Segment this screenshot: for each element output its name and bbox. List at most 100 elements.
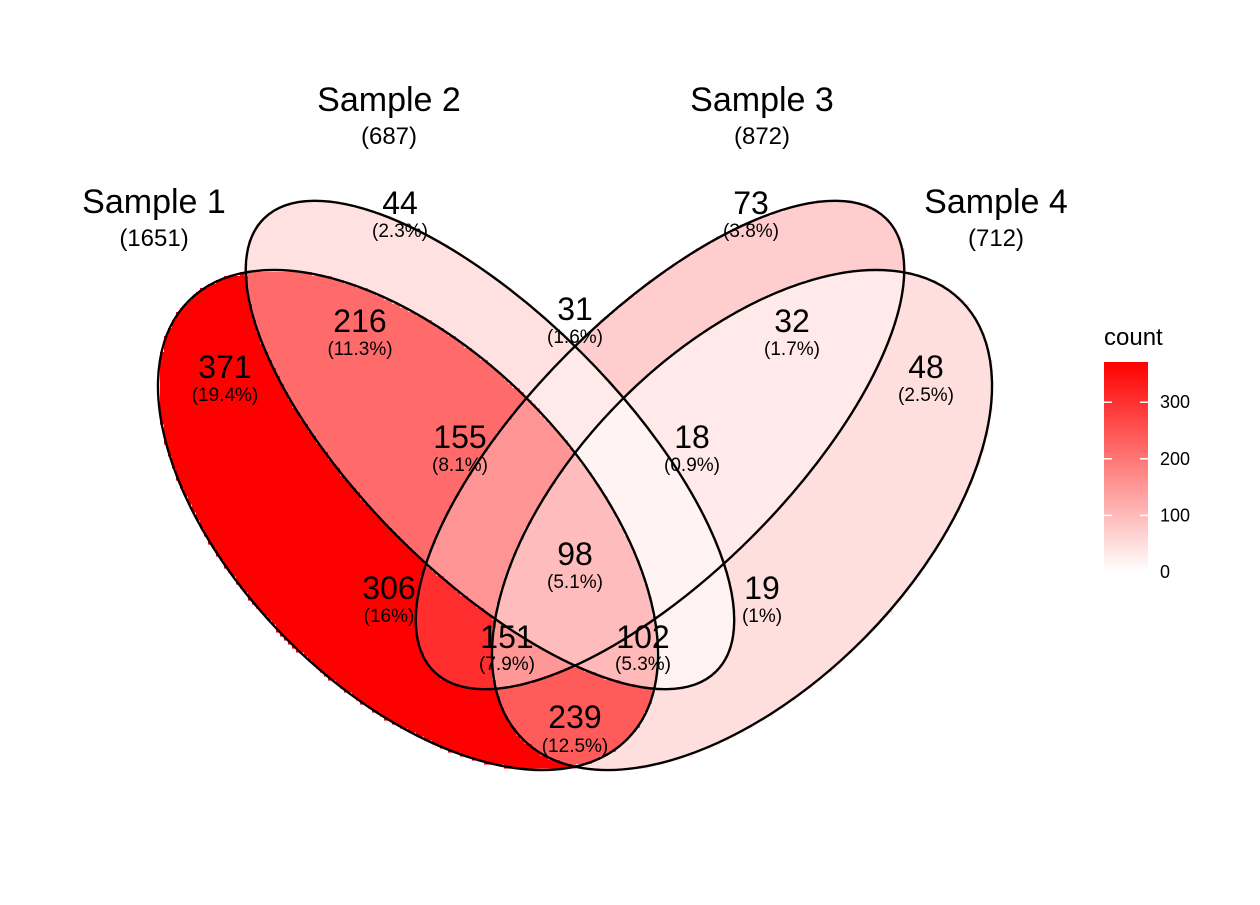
region-fill bbox=[668, 356, 881, 361]
region-fill bbox=[516, 728, 637, 733]
region-fill bbox=[416, 312, 541, 317]
region-fill bbox=[544, 376, 605, 381]
region-fill bbox=[256, 320, 433, 325]
region-fill bbox=[392, 300, 525, 305]
region-fill bbox=[244, 588, 421, 593]
region-fill bbox=[656, 676, 709, 681]
region-fill bbox=[808, 472, 973, 477]
region-fill bbox=[164, 348, 265, 353]
region-fill bbox=[492, 676, 545, 681]
region-count: 151 bbox=[480, 619, 533, 655]
region-percent: (8.1%) bbox=[432, 455, 488, 476]
region-fill bbox=[652, 596, 685, 601]
region-fill bbox=[436, 672, 493, 677]
region-fill bbox=[536, 404, 617, 409]
region-fill bbox=[496, 612, 653, 617]
region-fill bbox=[720, 552, 737, 557]
region-fill bbox=[344, 476, 469, 481]
region-fill bbox=[252, 308, 409, 313]
region-fill bbox=[272, 620, 417, 625]
region-fill bbox=[180, 308, 253, 313]
region-fill bbox=[436, 540, 521, 545]
region-fill bbox=[532, 400, 621, 405]
region-fill bbox=[164, 340, 261, 345]
region-fill bbox=[784, 500, 961, 505]
region-fill bbox=[476, 460, 569, 465]
region-fill bbox=[744, 544, 937, 549]
region-fill bbox=[628, 400, 861, 405]
region-fill bbox=[660, 444, 829, 449]
region-fill bbox=[292, 644, 421, 649]
region-fill bbox=[492, 648, 545, 653]
region-fill bbox=[660, 272, 837, 277]
region-fill bbox=[672, 460, 817, 465]
region-fill bbox=[608, 496, 697, 501]
region-fill bbox=[160, 396, 289, 401]
region-fill bbox=[180, 484, 353, 489]
region-fill bbox=[248, 252, 461, 257]
region-fill bbox=[708, 524, 765, 529]
region-fill bbox=[472, 468, 565, 473]
region-fill bbox=[632, 544, 717, 549]
set-title-sample-3: Sample 3 bbox=[690, 81, 834, 119]
region-fill bbox=[684, 596, 733, 601]
region-fill bbox=[308, 656, 425, 661]
set-titles: Sample 1 (1651) Sample 2 (687) Sample 3 … bbox=[82, 81, 1068, 252]
region-fill bbox=[260, 340, 461, 345]
region-fill bbox=[840, 428, 989, 433]
region-fill bbox=[900, 300, 965, 305]
region-fill bbox=[176, 472, 341, 477]
region-fill bbox=[724, 568, 921, 573]
region-fill bbox=[480, 456, 573, 461]
region-count: 18 bbox=[674, 419, 710, 455]
region-fill bbox=[208, 536, 401, 541]
region-fill bbox=[660, 440, 833, 445]
region-fill bbox=[736, 624, 877, 629]
region-fill bbox=[260, 608, 417, 613]
region-fill bbox=[208, 540, 405, 545]
region-fill bbox=[656, 652, 729, 657]
region-percent: (7.9%) bbox=[479, 654, 535, 675]
region-fill bbox=[576, 764, 649, 769]
region-fill bbox=[756, 532, 945, 537]
region-fill bbox=[484, 608, 497, 613]
set-outline-sample-1 bbox=[156, 268, 660, 772]
region-fill bbox=[332, 460, 477, 465]
region-fill bbox=[700, 504, 781, 509]
region-fill bbox=[748, 540, 941, 545]
region-fill bbox=[472, 756, 549, 761]
region-fill bbox=[300, 412, 513, 417]
region-fill bbox=[596, 424, 649, 429]
region-fill bbox=[872, 372, 993, 377]
region-fill bbox=[612, 408, 633, 413]
legend-colorbar bbox=[1104, 362, 1148, 572]
region-fill bbox=[616, 308, 741, 313]
region-fill bbox=[732, 640, 861, 645]
region-fill bbox=[256, 224, 409, 229]
region-fill bbox=[500, 696, 653, 701]
region-fill bbox=[500, 588, 649, 593]
legend-tick-label: 0 bbox=[1160, 562, 1170, 582]
region-fill bbox=[360, 700, 501, 705]
region-fill bbox=[572, 348, 581, 353]
region-fill bbox=[228, 568, 425, 573]
region-fill bbox=[164, 428, 309, 433]
region-fill bbox=[712, 532, 757, 537]
region-fill bbox=[708, 520, 769, 525]
region-fill bbox=[896, 312, 973, 317]
region-fill bbox=[292, 404, 521, 409]
region-fill bbox=[604, 492, 693, 497]
region-fill bbox=[428, 564, 513, 569]
region-fill bbox=[692, 588, 733, 593]
region-fill bbox=[416, 600, 473, 605]
region-fill bbox=[388, 524, 441, 529]
region-fill bbox=[636, 684, 657, 689]
region-fill bbox=[436, 536, 525, 541]
region-fill bbox=[624, 740, 721, 745]
region-fill bbox=[544, 416, 605, 421]
region-fill bbox=[668, 452, 825, 457]
region-fill bbox=[804, 476, 973, 481]
region-fill bbox=[740, 224, 893, 229]
region-fill bbox=[560, 656, 593, 661]
region-fill bbox=[632, 732, 737, 737]
